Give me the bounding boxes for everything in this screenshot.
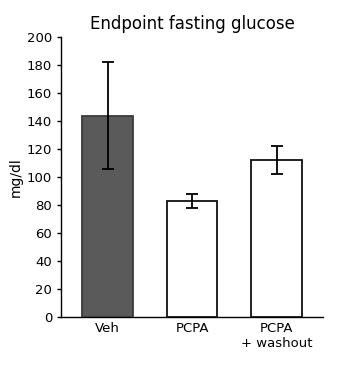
Bar <box>82 116 133 317</box>
Bar <box>167 201 218 317</box>
Y-axis label: mg/dl: mg/dl <box>8 157 23 197</box>
Bar <box>251 160 302 317</box>
Title: Endpoint fasting glucose: Endpoint fasting glucose <box>90 15 294 33</box>
